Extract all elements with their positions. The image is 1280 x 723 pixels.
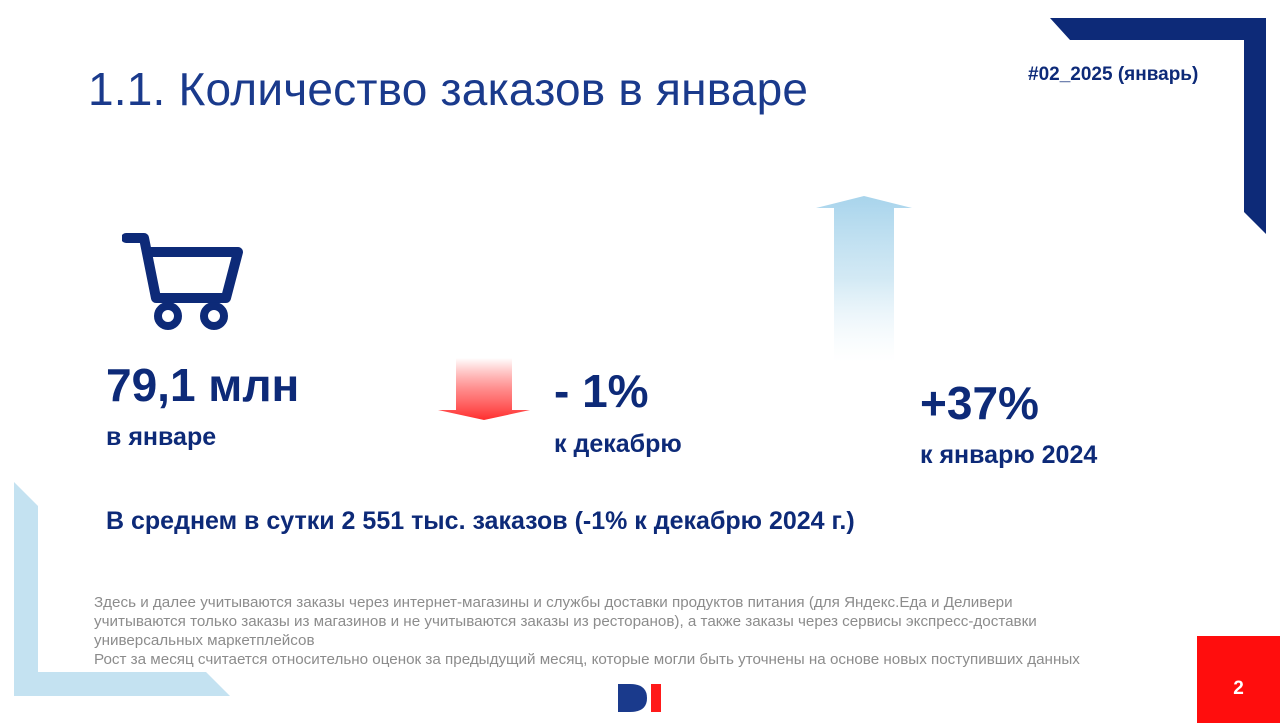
footnote-line: Рост за месяц считается относительно оце… (94, 651, 1080, 668)
footnote-line: учитываются только заказы из магазинов и… (94, 613, 1037, 630)
cart-icon (122, 233, 243, 330)
footnote-line: Здесь и далее учитываются заказы через и… (94, 594, 1013, 611)
issue-tag: #02_2025 (январь) (1028, 64, 1199, 85)
page-number-badge: 2 (1197, 636, 1280, 723)
slide-title: 1.1. Количество заказов в январе (88, 63, 809, 115)
page-number: 2 (1233, 678, 1244, 699)
arrow-down-icon (438, 358, 530, 420)
footnotes: Здесь и далее учитываются заказы через и… (94, 593, 1174, 669)
kpi-year-change-value: +37% (920, 377, 1039, 429)
corner-frame-top-right (1050, 18, 1266, 234)
kpi-total-orders-caption: в январе (106, 423, 217, 451)
di-logo (618, 684, 661, 712)
daily-average-summary: В среднем в сутки 2 551 тыс. заказов (-1… (106, 507, 855, 535)
arrow-up-icon (816, 196, 912, 362)
footnote-line: универсальных маркетплейсов (94, 632, 315, 649)
kpi-month-change-value: - 1% (554, 365, 649, 417)
kpi-year-change-caption: к январю 2024 (920, 441, 1098, 469)
corner-frame-bottom-left (14, 482, 230, 696)
kpi-total-orders-value: 79,1 млн (106, 359, 300, 411)
kpi-month-change-caption: к декабрю (554, 430, 682, 458)
